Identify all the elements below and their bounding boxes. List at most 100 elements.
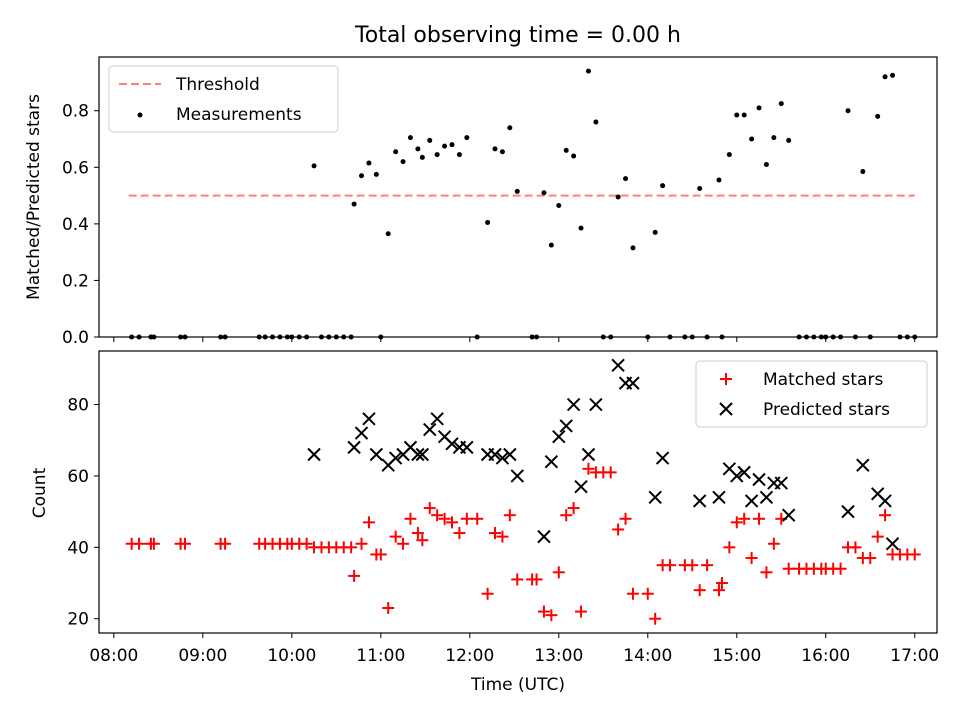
matched-point: [348, 569, 361, 582]
bottom-ytick-label: 40: [67, 538, 89, 558]
matched-point: [701, 559, 714, 572]
measurement-point: [563, 147, 569, 153]
measurement-point: [697, 186, 703, 192]
predicted-point: [566, 397, 581, 412]
measurement-point: [756, 105, 762, 111]
top-ytick-label: 0.6: [62, 158, 89, 178]
matched-point: [545, 609, 558, 622]
predicted-point: [430, 412, 444, 426]
matched-point: [879, 509, 892, 522]
bottom-xtick-label: 15:00: [712, 646, 761, 666]
matched-point: [489, 527, 502, 540]
bottom-xlabel: Time (UTC): [470, 675, 565, 695]
bottom-xtick-label: 13:00: [534, 646, 583, 666]
predicted-legend-label: Predicted stars: [763, 400, 890, 420]
predicted-point: [885, 537, 900, 551]
measurement-point: [373, 171, 379, 177]
matched-point: [864, 552, 877, 565]
measurement-point: [419, 154, 425, 160]
bottom-legend: Matched stars Predicted stars: [695, 360, 928, 428]
matched-point: [345, 541, 358, 554]
predicted-point: [655, 451, 670, 465]
matched-point: [416, 534, 429, 547]
measurement-point: [385, 231, 391, 237]
bottom-xtick-label: 17:00: [890, 646, 939, 666]
predicted-point: [411, 447, 425, 462]
predicted-point: [559, 419, 573, 433]
matched-point: [664, 559, 677, 572]
predicted-point: [759, 490, 774, 505]
matched-point: [552, 566, 565, 579]
predicted-point: [362, 412, 376, 426]
measurement-point: [449, 142, 455, 148]
predicted-point: [841, 504, 855, 519]
predicted-point: [415, 447, 430, 462]
bottom-xtick-label: 12:00: [445, 646, 494, 666]
matched-point: [626, 587, 639, 600]
bottom-xtick-label: 09:00: [178, 646, 227, 666]
predicted-point: [692, 494, 707, 508]
matched-point: [582, 462, 595, 475]
measurement-point: [652, 229, 658, 235]
predicted-point: [774, 476, 788, 490]
matched-point: [503, 509, 516, 522]
bottom-xtick-label: 08:00: [89, 646, 138, 666]
matched-point: [374, 548, 387, 561]
matched-point: [567, 502, 580, 515]
predicted-point: [488, 447, 502, 462]
predicted-legend-handle: [719, 402, 733, 416]
matched-point: [460, 512, 473, 525]
matched-point: [560, 509, 573, 522]
predicted-point: [730, 469, 744, 483]
bottom-axes-frame: [98, 350, 938, 634]
bottom-legend-box: [695, 360, 928, 428]
measurement-point: [571, 153, 577, 159]
bottom-ylabel: Count: [30, 467, 50, 518]
measurement-point: [351, 201, 357, 207]
matched-point: [641, 587, 654, 600]
matched-point: [738, 512, 751, 525]
matched-point: [537, 605, 550, 618]
predicted-point: [856, 458, 870, 472]
measurement-point: [749, 136, 755, 142]
matched-point: [686, 559, 699, 572]
measurement-point: [311, 163, 317, 169]
matched-point: [382, 602, 395, 615]
top-ytick-label: 0.0: [62, 328, 89, 348]
matched-point: [404, 512, 417, 525]
matched-point: [453, 527, 466, 540]
bottom-ytick-label: 20: [67, 610, 89, 630]
predicted-point: [626, 376, 640, 390]
matched-point: [362, 516, 375, 529]
matched-point: [649, 612, 662, 625]
predicted-point: [737, 465, 751, 480]
matched-point: [147, 537, 160, 550]
top-legend: Threshold Measurements: [108, 65, 339, 133]
matched-point: [908, 548, 921, 561]
measurement-point: [875, 113, 881, 119]
predicted-point: [878, 494, 892, 508]
measurement-point: [499, 149, 505, 155]
top-axes: 0.00.20.40.60.8 Matched/Predicted stars …: [24, 56, 938, 348]
bottom-axes: 20 40 60 80 08:00 09:00 10:00 11:00 12:00 13:00 1…: [30, 350, 939, 695]
measurement-point: [716, 177, 722, 183]
measurements-legend-label: Measurements: [176, 105, 302, 125]
matched-point: [355, 537, 368, 550]
measurement-point: [427, 137, 433, 143]
predicted-point: [752, 472, 766, 487]
matched-point: [871, 530, 884, 543]
predicted-point: [552, 429, 566, 444]
measurement-point: [734, 112, 740, 118]
matched-point: [219, 537, 232, 550]
matched-point: [715, 577, 728, 590]
matched-point: [575, 605, 588, 618]
bottom-ytick-label: 80: [67, 396, 89, 416]
predicted-point: [307, 447, 321, 462]
predicted-point: [648, 490, 662, 505]
matched-point: [834, 562, 847, 575]
predicted-point: [445, 437, 459, 451]
threshold-legend-label: Threshold: [175, 75, 260, 95]
matched-point: [438, 512, 451, 525]
bottom-ytick-label: 60: [67, 467, 89, 487]
top-axes-frame: [98, 56, 938, 338]
